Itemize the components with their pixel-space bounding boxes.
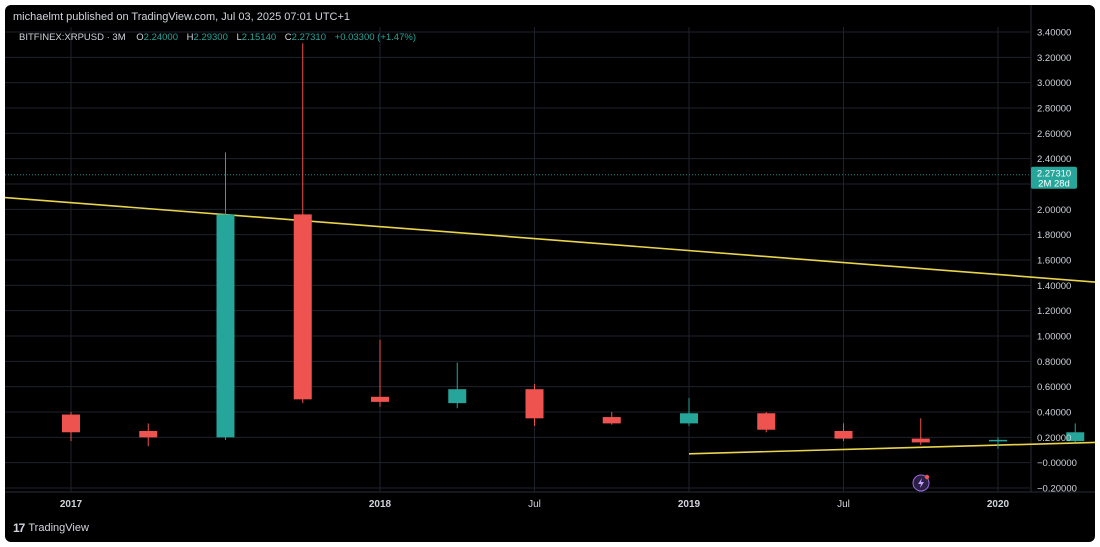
candle-body [911,438,930,443]
price-tick-label: 2.60000 [1037,129,1071,140]
price-tick-label: 1.40000 [1037,281,1071,292]
trendline [5,196,1095,283]
candle-body [602,417,621,424]
candles [62,43,1085,449]
trendline [688,441,1095,455]
price-tick-label: 0.80000 [1037,357,1071,368]
time-tick-label: 2019 [678,499,701,510]
price-tick-label: −0.20000 [1037,484,1077,495]
close-value: 2.27310 [292,32,326,43]
last-price-badge-bg [1031,166,1077,189]
candle-body [62,414,80,433]
price-tick-label: 2.00000 [1037,205,1071,216]
candle-body [525,389,544,419]
tradingview-logo[interactable]: 17 TradingView [13,521,89,535]
candle [834,423,853,442]
candle [371,339,389,407]
candle-body [989,439,1007,442]
candle-body [293,214,312,400]
high-label: H [187,32,194,43]
chart-frame: michaelmt published on TradingView.com, … [5,5,1095,542]
svg-text:BITFINEX:XRPUSD · 3M O2.: BITFINEX:XRPUSD · 3M O2.24000 H2.29300 L… [19,32,416,43]
price-tick-label: 3.20000 [1037,53,1071,64]
candle-body [448,389,467,404]
candle-body [834,431,853,439]
change-value: +0.03300 (+1.47%) [335,32,416,43]
price-tick-label: 3.40000 [1037,28,1071,39]
open-value: 2.24000 [144,32,178,43]
last-price-badge[interactable]: 2.27310 2M 28d [1031,166,1077,190]
candle [989,437,1007,449]
price-tick-label: 0.40000 [1037,408,1071,419]
candle [602,412,621,425]
price-tick-label: 0.60000 [1037,382,1071,393]
tradingview-mark-icon: 17 [13,521,25,535]
candle [1066,423,1085,443]
candle [525,384,544,426]
time-tick-label: Jul [837,499,850,510]
price-tick-label: 0.20000 [1037,433,1071,444]
candle [216,152,235,440]
time-tick-label: 2017 [60,499,83,510]
grid [5,5,1095,493]
price-axis[interactable]: 3.40000 3.20000 3.00000 2.80000 2.60000 2.400… [1037,28,1077,495]
candle [448,362,467,409]
price-tick-label: 1.00000 [1037,332,1071,343]
price-tick-label: −0.00000 [1037,458,1077,469]
candle [911,418,930,445]
symbol-label: BITFINEX:XRPUSD · 3M [19,32,126,43]
trendlines [5,196,1095,455]
candle-body [216,214,235,438]
price-tick-label: 3.00000 [1037,78,1071,89]
bar-countdown: 2M 28d [1038,179,1070,190]
candle [139,423,158,447]
price-chart[interactable]: 3.40000 3.20000 3.00000 2.80000 2.60000 2.400… [5,5,1095,542]
candle [757,412,776,433]
candle-body [139,431,158,438]
price-tick-label: 1.80000 [1037,230,1071,241]
last-price-value: 2.27310 [1037,169,1071,180]
candle [293,43,312,404]
low-label: L [237,32,242,43]
lightning-icon[interactable] [912,474,930,492]
brand-label: TradingView [28,522,89,534]
time-tick-label: 2020 [987,499,1010,510]
candle-body [680,413,698,424]
time-axis[interactable]: 20172018Jul2019Jul2020Jul2021Jul2022Jul2… [60,499,1095,510]
close-label: C [285,32,292,43]
publisher-line: michaelmt published on TradingView.com, … [13,11,351,23]
price-tick-label: 1.20000 [1037,306,1071,317]
candle [62,412,80,442]
time-tick-label: 2018 [369,499,392,510]
candle [680,398,698,426]
price-tick-label: 2.80000 [1037,104,1071,115]
time-tick-label: Jul [528,499,541,510]
price-tick-label: 1.60000 [1037,256,1071,267]
candle-body [757,413,776,430]
candle-body [371,396,389,402]
high-value: 2.29300 [194,32,228,43]
price-tick-label: 2.40000 [1037,154,1071,165]
candle-body [1066,432,1085,442]
open-label: O [136,32,143,43]
low-value: 2.15140 [242,32,276,43]
